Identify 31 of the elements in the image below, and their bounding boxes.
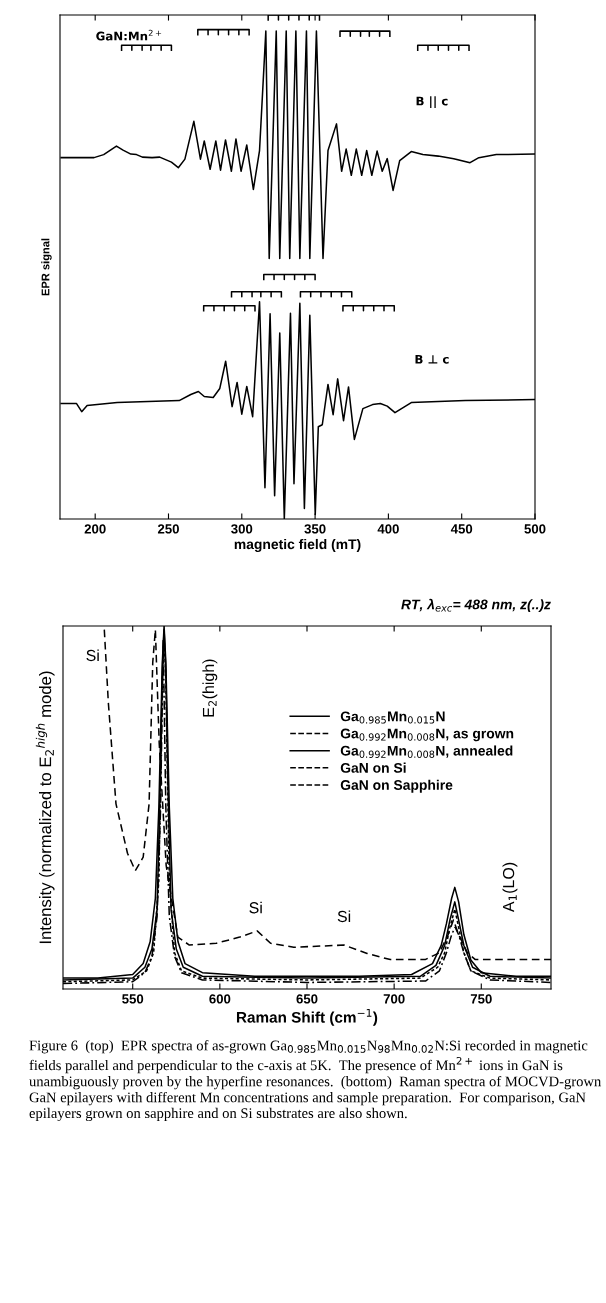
annotation: E$_{2}$(high) bbox=[202, 659, 218, 717]
legend-label: Ga$_{0.985}$Mn$_{0.015}$N bbox=[340, 711, 445, 724]
x-tick-label: 450 bbox=[450, 524, 473, 534]
x-axis-title: Raman Shift (cm$^{−1}$) bbox=[236, 1008, 378, 1026]
annotation: GaN:Mn$^{2+}$ bbox=[96, 29, 162, 41]
legend-label: GaN on Sapphire bbox=[340, 779, 453, 793]
y-axis-title: Intensity (normalized to E$_{2}$$^{high}$ mode) bbox=[35, 671, 55, 944]
annotation: B || c bbox=[416, 96, 448, 109]
x-tick-label: 200 bbox=[84, 524, 106, 534]
x-tick-label: 350 bbox=[304, 524, 326, 534]
y-axis-title: EPR signal bbox=[41, 238, 52, 296]
text: Figure 6 (top) EPR spectra of as-grown Ga$_{0.985}$Mn$_{0.015}$N$_{98}$Mn$_{0.02}$N:Si recorded in magnetic fields parallel and perpendicular to the c-axis at 5K. The presence of Mn$^{2+}$ ions in GaN is unambiguously proven by the hyperfine resonances. (bottom) Raman spectra of MOCVD-grown GaN epilayers with different Mn concentrations and sample preparation. For comparison, GaN epilayers grown on sapphire and on Si substrates are also shown. bbox=[29, 1040, 602, 1122]
legend-label: Ga$_{0.992}$Mn$_{0.008}$N, as grown bbox=[340, 728, 514, 742]
x-tick-label: 750 bbox=[470, 994, 492, 1004]
x-tick-label: 400 bbox=[377, 524, 399, 534]
x-tick-label: 550 bbox=[122, 994, 144, 1004]
legend-label: GaN on Si bbox=[340, 762, 406, 773]
x-tick-label: 600 bbox=[209, 994, 231, 1004]
annotation: Si bbox=[86, 649, 99, 662]
chart-title: RT, λ$_{exc}$= 488 nm, z(..)z bbox=[401, 598, 551, 613]
x-tick-label: 700 bbox=[383, 994, 405, 1004]
x-tick-label: 300 bbox=[231, 524, 253, 534]
legend-label: Ga$_{0.992}$Mn$_{0.008}$N, annealed bbox=[340, 745, 513, 758]
annotation: A$_{1}$(LO) bbox=[502, 862, 518, 913]
x-tick-label: 650 bbox=[296, 994, 318, 1004]
x-axis-title: magnetic field (mT) bbox=[234, 538, 361, 552]
x-tick-label: 500 bbox=[524, 524, 546, 534]
x-tick-label: 250 bbox=[157, 524, 179, 534]
annotation: Si bbox=[249, 901, 262, 914]
annotation: B ⊥ c bbox=[415, 354, 449, 364]
annotation: Si bbox=[337, 910, 351, 923]
